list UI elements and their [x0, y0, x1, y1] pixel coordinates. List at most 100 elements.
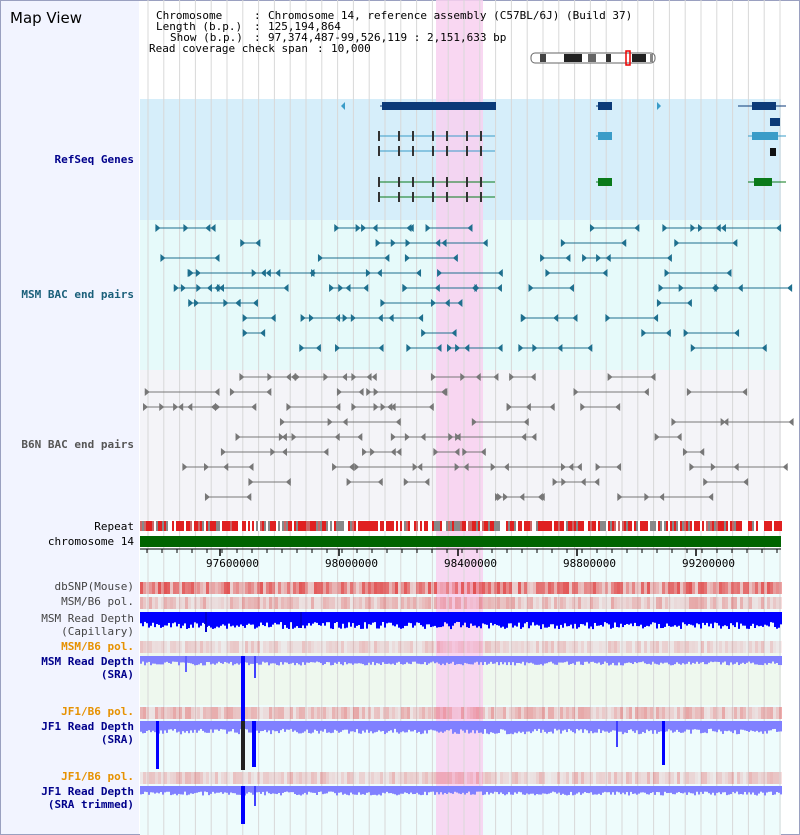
heat-cell: [461, 597, 464, 609]
bac-end-marker: [251, 269, 257, 277]
heat-cell: [284, 582, 287, 594]
depth-bar: [724, 786, 726, 793]
depth-bar: [394, 612, 396, 627]
bac-end-marker: [519, 493, 525, 501]
heat-cell: [533, 772, 536, 784]
heat-cell: [362, 641, 365, 653]
depth-bar: [202, 656, 204, 666]
depth-bar: [704, 721, 706, 733]
bac-end-marker: [433, 448, 439, 456]
heat-cell: [179, 707, 182, 719]
depth-bar: [290, 612, 292, 623]
heat-cell: [416, 582, 419, 594]
repeat-segment: [456, 521, 458, 531]
heat-cell: [725, 772, 728, 784]
depth-bar: [634, 721, 636, 733]
heat-cell: [485, 597, 488, 609]
depth-bar: [414, 612, 416, 626]
depth-bar: [746, 786, 748, 795]
heat-cell: [398, 597, 401, 609]
bac-end-marker: [521, 433, 527, 441]
heat-cell: [140, 707, 143, 719]
gene-exon: [466, 146, 468, 156]
heat-cell: [566, 582, 569, 594]
depth-bar: [482, 721, 484, 734]
repeat-segment: [460, 521, 462, 531]
bac-end-marker: [540, 254, 546, 262]
label-msm-bac-end-pairs[interactable]: MSM BAC end pairs: [21, 288, 134, 301]
heat-cell: [620, 707, 623, 719]
depth-spike: [662, 721, 665, 765]
heat-cell: [281, 641, 284, 653]
heat-cell: [461, 582, 464, 594]
label-b6n-bac-end-pairs[interactable]: B6N BAC end pairs: [21, 438, 134, 451]
heat-cell: [395, 707, 398, 719]
depth-bar: [406, 656, 408, 663]
depth-bar: [576, 612, 578, 629]
heat-cell: [185, 582, 188, 594]
repeat-segment: [778, 521, 780, 531]
heat-cell: [623, 641, 626, 653]
depth-bar: [234, 786, 236, 794]
heat-cell: [260, 597, 263, 609]
heat-cell: [776, 597, 779, 609]
depth-bar: [748, 612, 750, 629]
depth-bar: [372, 612, 374, 623]
heat-cell: [569, 772, 572, 784]
bac-end-marker: [281, 433, 287, 441]
depth-bar: [442, 612, 444, 627]
heat-cell: [176, 772, 179, 784]
depth-bar: [778, 786, 780, 793]
heat-cell: [554, 707, 557, 719]
label-refseq-genes[interactable]: RefSeq Genes: [54, 153, 134, 166]
depth-bar: [516, 612, 518, 627]
heat-cell: [356, 707, 359, 719]
depth-bar: [506, 786, 508, 795]
heat-cell: [473, 582, 476, 594]
depth-bar: [430, 786, 432, 792]
depth-bar: [152, 721, 154, 731]
heat-cell: [737, 597, 740, 609]
depth-bar: [206, 786, 208, 793]
heat-cell: [437, 641, 440, 653]
bac-end-marker: [286, 403, 292, 411]
depth-bar: [240, 612, 242, 625]
heat-cell: [161, 772, 164, 784]
depth-bar: [474, 656, 476, 663]
heat-cell: [761, 707, 764, 719]
depth-bar: [264, 612, 266, 627]
heat-cell: [395, 641, 398, 653]
depth-bar: [320, 786, 322, 792]
heat-cell: [203, 707, 206, 719]
bac-end-marker: [194, 299, 200, 307]
depth-bar: [298, 612, 300, 628]
depth-bar: [146, 612, 148, 624]
depth-bar: [558, 721, 560, 730]
heat-cell: [185, 707, 188, 719]
depth-bar: [484, 786, 486, 795]
heat-cell: [728, 772, 731, 784]
heat-cell: [746, 597, 749, 609]
heat-cell: [179, 597, 182, 609]
depth-bar: [516, 786, 518, 794]
depth-bar: [222, 786, 224, 794]
depth-bar: [332, 612, 334, 630]
depth-bar: [322, 656, 324, 666]
heat-cell: [506, 582, 509, 594]
repeat-segment: [646, 521, 648, 531]
heat-cell: [776, 582, 779, 594]
depth-bar: [780, 656, 782, 666]
repeat-segment: [656, 521, 658, 531]
depth-bar: [620, 786, 622, 795]
depth-bar: [596, 786, 598, 795]
heat-cell: [665, 707, 668, 719]
depth-bar: [632, 786, 634, 794]
label-msm-b6-pol-2: MSM/B6 pol.: [61, 640, 134, 653]
depth-bar: [204, 721, 206, 733]
depth-bar: [688, 612, 690, 625]
heat-cell: [710, 582, 713, 594]
heat-cell: [548, 582, 551, 594]
ideogram-band: [650, 54, 653, 62]
heat-cell: [239, 597, 242, 609]
